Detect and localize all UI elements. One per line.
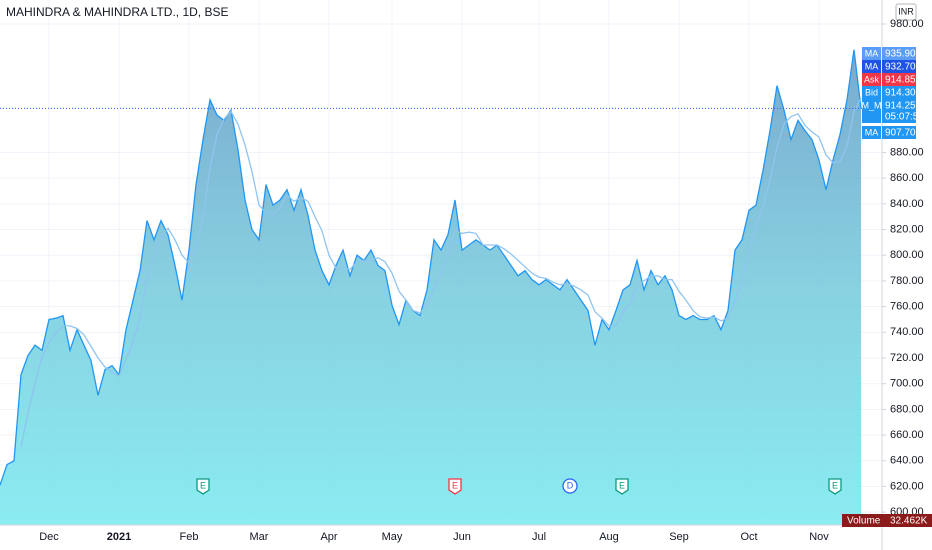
y-tick-label: 840.00	[890, 198, 924, 210]
tag-value-box	[882, 73, 916, 86]
tag-value: 914.85	[885, 75, 916, 86]
y-tick-label: 860.00	[890, 172, 924, 184]
event-badge	[448, 478, 462, 495]
event-marker[interactable]: E	[615, 478, 629, 495]
x-tick-label: May	[382, 531, 403, 543]
tag-value-box	[882, 99, 916, 123]
tag-name: MA	[865, 61, 879, 71]
x-tick-label: Oct	[740, 531, 757, 543]
event-badge	[196, 478, 210, 495]
y-tick-label: 760.00	[890, 301, 924, 313]
event-label: E	[200, 480, 206, 490]
x-tick-label: Jul	[532, 531, 546, 543]
y-tick-label: 700.00	[890, 378, 924, 390]
tag-name-box	[862, 99, 881, 123]
chart-title: MAHINDRA & MAHINDRA LTD., 1D, BSE	[6, 5, 229, 19]
y-tick-label: 660.00	[890, 429, 924, 441]
volume-name: Volume	[847, 516, 881, 527]
tag-name-box	[862, 73, 881, 86]
x-tick-label: Apr	[320, 531, 337, 543]
event-badge	[562, 478, 578, 494]
x-tick-label: Sep	[669, 531, 689, 543]
tag-sub: 05:07:52	[885, 112, 924, 123]
tag-name: MA	[865, 48, 879, 58]
y-tick-label: 740.00	[890, 326, 924, 338]
price-line	[0, 49, 862, 486]
plot	[0, 49, 882, 525]
event-label: E	[832, 480, 838, 490]
event-label: D	[567, 480, 574, 490]
y-tick-label: 640.00	[890, 455, 924, 467]
x-tick-label: 2021	[107, 531, 131, 543]
ma-line	[20, 98, 862, 447]
y-tick-label: 720.00	[890, 352, 924, 364]
event-badge	[615, 478, 629, 495]
x-tick-label: Aug	[599, 531, 619, 543]
tag-name-box	[862, 47, 881, 60]
tag-name: MA	[865, 127, 879, 137]
overlay: 600.00620.00640.00660.00680.00700.00720.…	[39, 18, 932, 543]
tag-value-box	[882, 60, 916, 73]
tag-name-box	[862, 60, 881, 73]
event-marker[interactable]: D	[562, 478, 578, 494]
tag-value-box	[882, 86, 916, 99]
tag-value: 914.25	[885, 101, 916, 112]
x-tick-label: Nov	[809, 531, 829, 543]
y-tick-label: 980.00	[890, 18, 924, 30]
event-marker[interactable]: E	[828, 478, 842, 495]
tag-name-box	[862, 126, 881, 139]
tag-name: Ask	[864, 74, 880, 84]
x-tick-label: Feb	[180, 531, 199, 543]
x-tick-label: Mar	[250, 531, 269, 543]
currency-box[interactable]	[895, 3, 917, 21]
price-area	[0, 49, 861, 525]
event-badge	[828, 478, 842, 495]
event-label: E	[452, 480, 458, 490]
currency: INR	[898, 6, 914, 16]
y-tick-label: 620.00	[890, 480, 924, 492]
tag-value: 935.90	[885, 49, 916, 60]
y-tick-label: 780.00	[890, 275, 924, 287]
volume-value: 32.462K	[890, 516, 928, 527]
y-tick-label: 800.00	[890, 249, 924, 261]
tag-name: Bid	[865, 87, 878, 97]
y-tick-label: 880.00	[890, 146, 924, 158]
tag-name-box	[862, 86, 881, 99]
event-label: E	[619, 480, 625, 490]
tag-name: M_M	[862, 100, 882, 110]
tag-value: 932.70	[885, 62, 916, 73]
volume-tag-box	[842, 514, 932, 527]
y-tick-label: 680.00	[890, 403, 924, 415]
event-marker[interactable]: E	[448, 478, 462, 495]
event-marker[interactable]: E	[196, 478, 210, 495]
tag-value: 914.30	[885, 88, 916, 99]
tag-value-box	[882, 47, 916, 60]
tag-value-box	[882, 126, 916, 139]
x-tick-label: Jun	[453, 531, 471, 543]
y-tick-label: 820.00	[890, 223, 924, 235]
x-tick-label: Dec	[39, 531, 59, 543]
tag-value: 907.70	[885, 128, 916, 139]
